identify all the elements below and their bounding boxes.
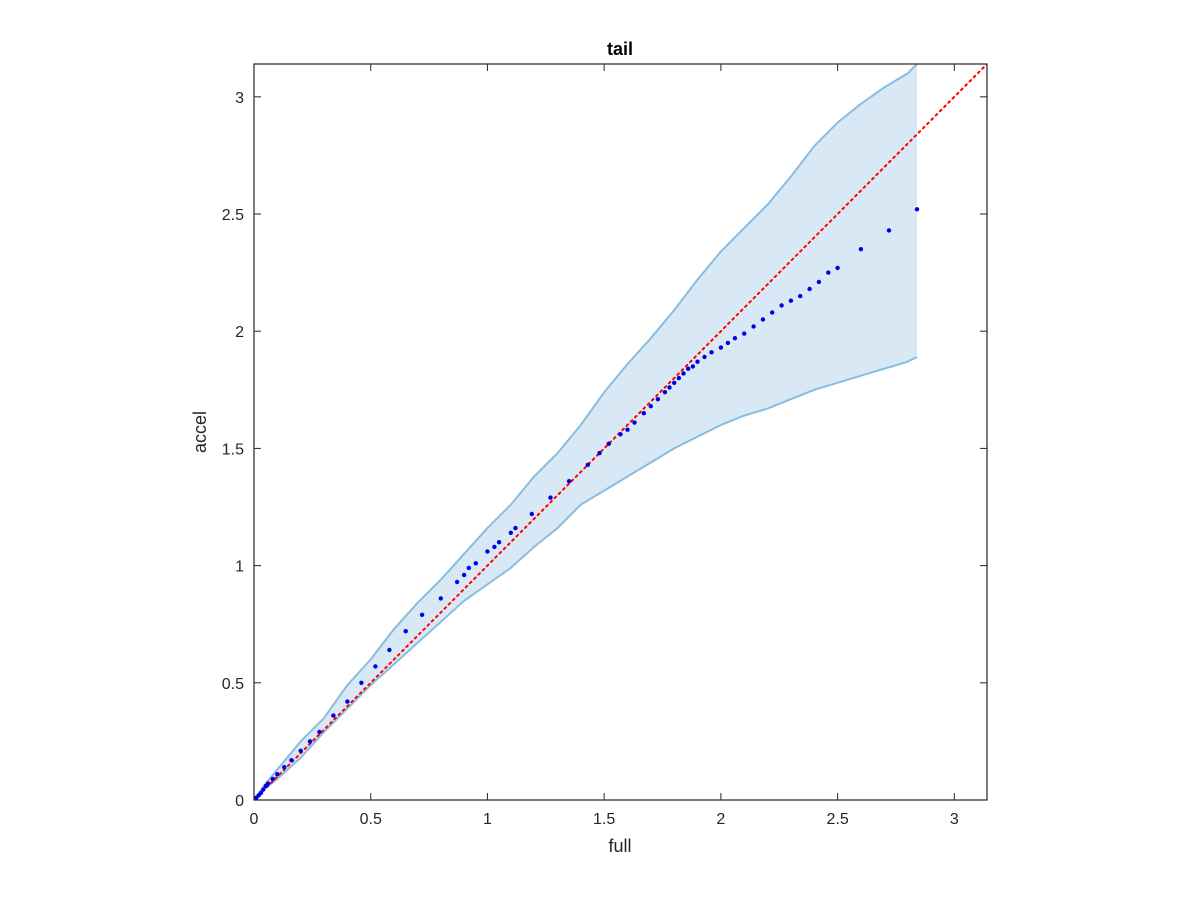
data-point [438, 596, 443, 601]
data-point [835, 265, 840, 271]
data-point [858, 247, 864, 252]
data-point [798, 293, 803, 299]
data-point [681, 371, 686, 376]
confidence-band [254, 64, 917, 800]
plot-frame [253, 63, 988, 801]
data-point [632, 420, 637, 425]
data-point [492, 544, 497, 550]
data-point [662, 390, 668, 395]
data-point [788, 298, 794, 303]
data-point [566, 479, 572, 484]
data-point [461, 572, 467, 578]
data-point [496, 540, 502, 545]
data-point [298, 748, 303, 753]
data-point [686, 366, 691, 371]
data-point [454, 579, 460, 585]
band-lower-edge [254, 356, 918, 800]
data-point [648, 404, 653, 409]
data-point [529, 511, 534, 517]
data-point [618, 432, 623, 437]
reference-line [254, 64, 987, 800]
data-point [289, 758, 294, 763]
data-point [760, 317, 766, 322]
x-tick-label: 2.5 [826, 811, 848, 828]
data-point [373, 664, 378, 669]
data-point [655, 397, 661, 402]
data-point [732, 336, 738, 341]
y-tick-label: 0 [235, 793, 244, 810]
data-point [513, 525, 518, 531]
data-point [742, 331, 747, 336]
y-tick-label: 2 [235, 324, 244, 341]
data-point [702, 354, 707, 360]
data-point [270, 776, 275, 782]
y-tick-label: 2.5 [222, 207, 244, 224]
data-point [345, 699, 350, 704]
data-point [886, 228, 892, 233]
data-point [331, 713, 336, 718]
data-point [387, 647, 392, 653]
data-point [826, 270, 831, 275]
data-point [816, 279, 822, 285]
chart-title: tail [607, 39, 633, 59]
data-point [403, 629, 408, 634]
x-tick-label: 3 [950, 811, 959, 828]
data-point [914, 207, 920, 212]
data-point [667, 385, 672, 390]
data-point [419, 612, 425, 617]
plot-clip-group [254, 64, 987, 800]
data-point [606, 441, 611, 446]
data-point [585, 462, 590, 467]
data-point [690, 364, 696, 369]
plot-area [254, 64, 987, 800]
x-axis-label: full [608, 836, 631, 856]
y-tick-label: 1 [235, 559, 244, 576]
data-point [307, 739, 313, 744]
data-point [258, 790, 264, 796]
x-tick-label: 0.5 [360, 811, 382, 828]
axes-ticks: 00 0.5 0.5 1 1 1.5 1.5 2 2 2.5 2.5 3 3 [222, 64, 987, 828]
data-point [725, 340, 731, 346]
data-point [709, 350, 714, 355]
data-point [625, 427, 630, 432]
data-point [807, 286, 812, 292]
data-point [485, 549, 490, 554]
x-tick-label: 2 [716, 811, 725, 828]
data-point [672, 380, 677, 385]
x-tick-label: 1 [483, 811, 492, 828]
x-tick-label: 0 [250, 811, 259, 828]
data-point [473, 561, 478, 566]
data-point [466, 565, 471, 571]
data-point [508, 530, 513, 535]
data-point [597, 450, 602, 456]
data-point [695, 359, 700, 364]
data-point [718, 345, 724, 350]
band-upper-edge [254, 64, 918, 800]
data-point [779, 303, 784, 308]
data-point [359, 680, 364, 685]
data-point [275, 772, 280, 777]
data-point [317, 729, 322, 735]
y-tick-label: 1.5 [222, 441, 244, 458]
y-tick-label: 3 [235, 90, 244, 107]
data-point [676, 375, 682, 381]
data-point [641, 411, 646, 416]
data-point [282, 765, 287, 770]
data-point [548, 495, 553, 500]
data-point [770, 310, 775, 315]
y-tick-label: 0.5 [222, 676, 244, 693]
x-tick-label: 1.5 [593, 811, 615, 828]
y-axis-label: accel [190, 411, 210, 453]
data-point [751, 324, 756, 329]
data-point [261, 787, 266, 792]
data-point [265, 781, 271, 786]
